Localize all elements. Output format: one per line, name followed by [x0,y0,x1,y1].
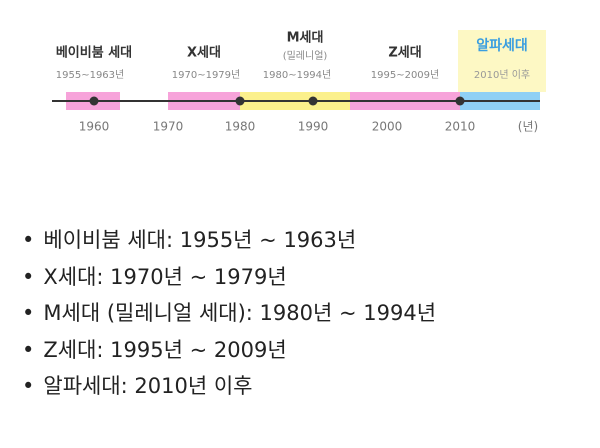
timeline: 베이비붐 세대 1955~1963년 X세대 1970~1979년 M세대 (밀… [52,30,546,134]
axis-label: 1980 [225,120,256,134]
list-item: 베이비붐 세대: 1955년 ~ 1963년 [22,222,436,259]
axis-label: (년) [518,120,538,134]
generation-note: (밀레니얼) [283,50,328,62]
axis-label: 1970 [153,120,184,134]
generation-range: 1980~1994년 [263,69,331,81]
axis-label: 1990 [298,120,329,134]
generation-range: 1995~2009년 [371,69,439,81]
generation-range: 1970~1979년 [172,69,240,81]
axis-label: 1960 [79,120,110,134]
dot [89,96,99,106]
dot [308,96,318,106]
generation-list: 베이비붐 세대: 1955년 ~ 1963년 X세대: 1970년 ~ 1979… [22,222,436,405]
list-item: X세대: 1970년 ~ 1979년 [22,259,436,296]
generation-range: 2010년 이후 [474,69,530,81]
axis-label: 2010 [445,120,476,134]
generation-name: 알파세대 [476,38,528,54]
highlight-box [458,30,546,92]
generation-name: X세대 [187,46,221,61]
generation-name: Z세대 [388,46,421,61]
generation-name: 베이비붐 세대 [56,45,132,61]
list-item: 알파세대: 2010년 이후 [22,368,436,405]
generation-name: M세대 [287,31,324,46]
generation-range: 1955~1963년 [56,69,124,81]
axis-label: 2000 [372,120,403,134]
list-item: Z세대: 1995년 ~ 2009년 [22,332,436,369]
dot [235,96,245,106]
dot [455,96,465,106]
list-item: M세대 (밀레니얼 세대): 1980년 ~ 1994년 [22,295,436,332]
